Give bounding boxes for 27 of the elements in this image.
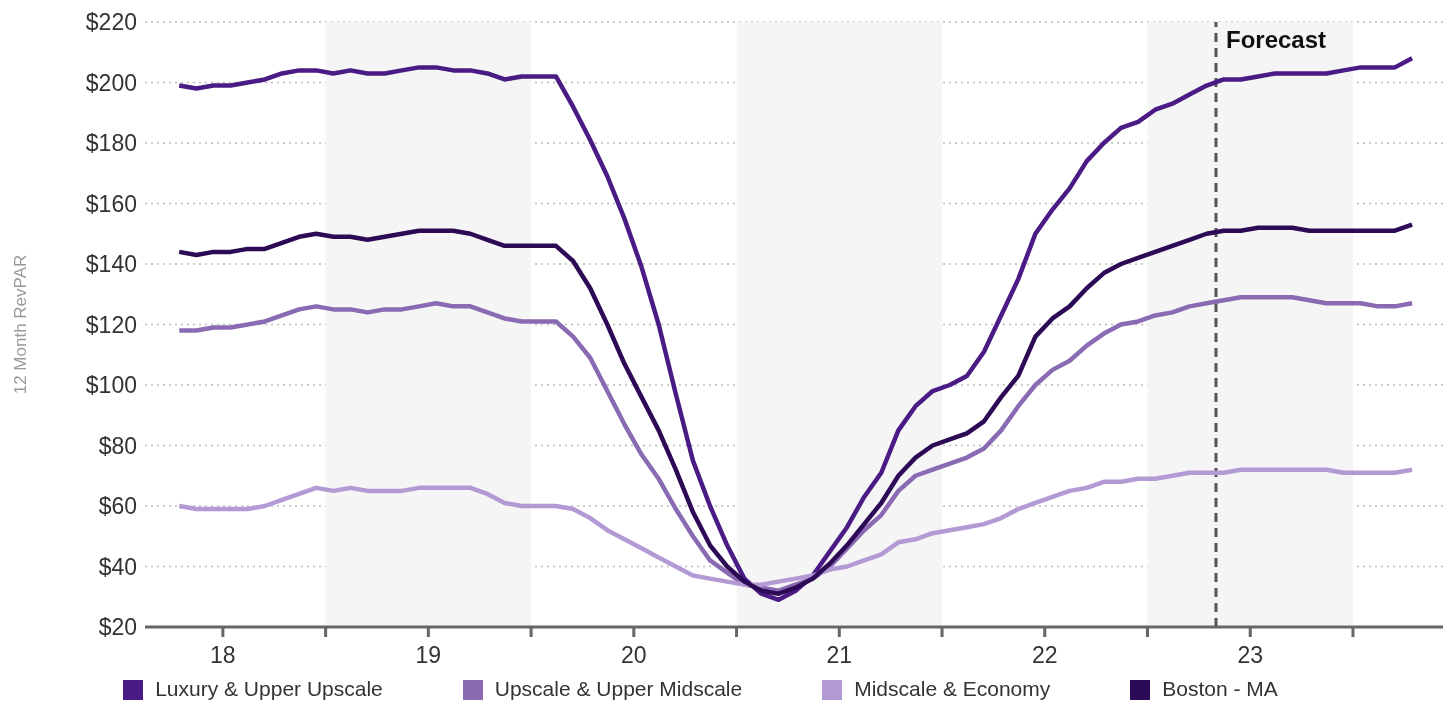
y-tick-label: $180: [85, 130, 137, 157]
legend-label: Midscale & Economy: [854, 677, 1051, 700]
y-tick-label: $40: [98, 553, 137, 580]
legend-label: Upscale & Upper Midscale: [494, 677, 743, 700]
line-series: [177, 295, 1415, 593]
y-tick-label: $220: [85, 9, 137, 36]
line-series: [177, 56, 1415, 603]
y-tick-label: $200: [85, 69, 137, 96]
legend-label: Boston - MA: [1162, 677, 1278, 700]
y-tick-label: $100: [85, 372, 137, 399]
legend-label: Luxury & Upper Upscale: [155, 677, 383, 700]
y-axis-title: 12 Month RevPAR: [11, 254, 31, 395]
x-tick-label: 19: [415, 642, 442, 668]
x-tick-label: 18: [210, 642, 236, 668]
y-tick-label: $160: [85, 190, 137, 217]
x-tick-label: 22: [1031, 642, 1058, 668]
line-series: [177, 222, 1415, 596]
x-tick-label: 21: [826, 642, 853, 668]
y-tick-label: $140: [85, 251, 137, 278]
x-tick-label: 20: [621, 642, 647, 668]
y-tick-label: $60: [98, 493, 137, 520]
y-tick-label: $20: [98, 614, 137, 641]
y-tick-label: $80: [98, 432, 137, 459]
line-series: [177, 467, 1415, 587]
x-tick-label: 23: [1237, 642, 1264, 668]
y-tick-label: $120: [85, 311, 137, 338]
ref-line-label: Forecast: [1225, 26, 1327, 53]
